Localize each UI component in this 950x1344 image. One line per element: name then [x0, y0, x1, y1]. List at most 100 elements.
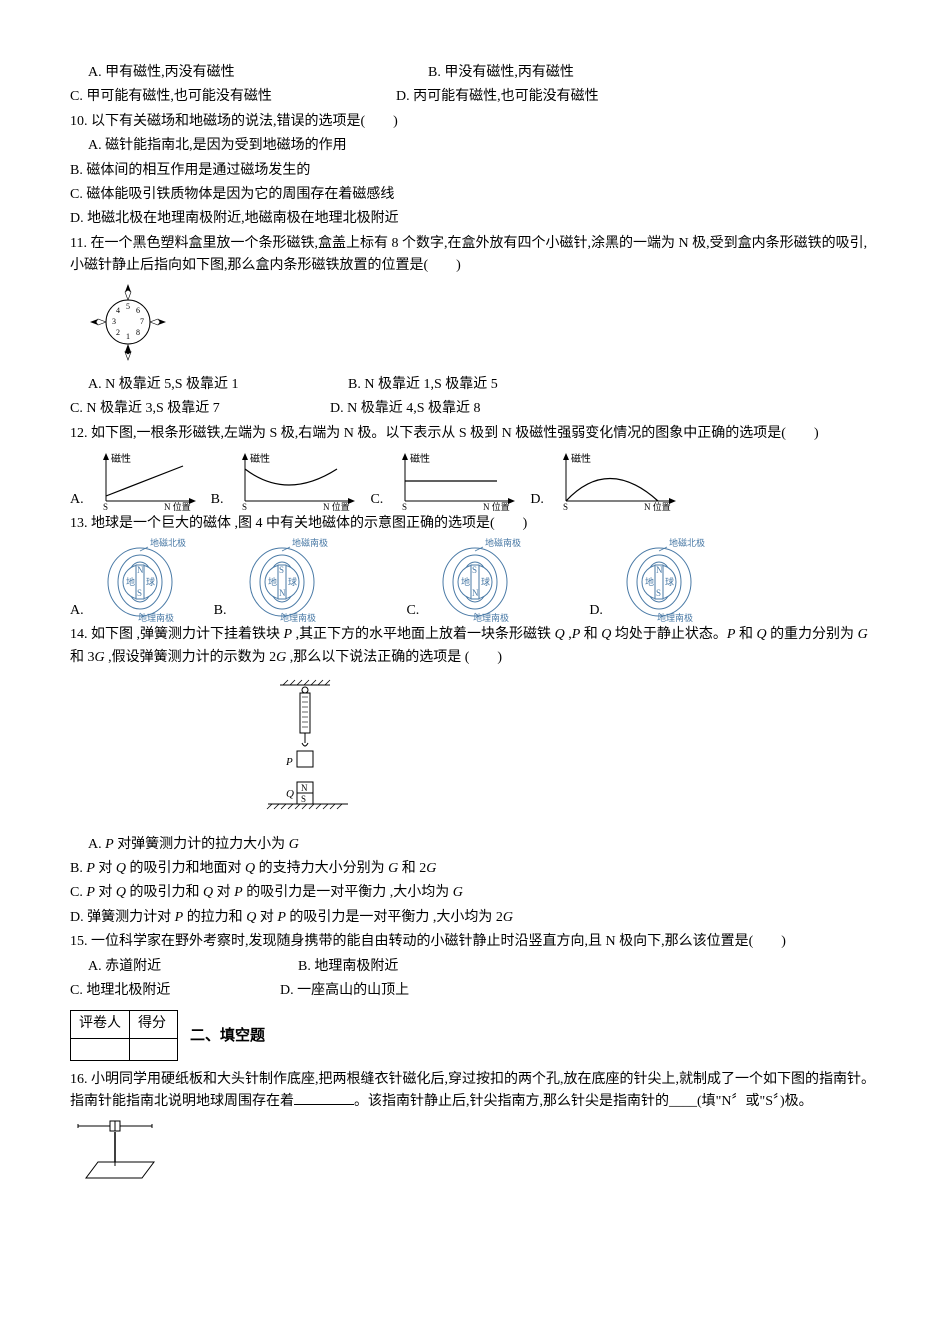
- needle-top: [125, 284, 131, 300]
- svg-text:地理南极: 地理南极: [657, 612, 693, 622]
- q10-optA: A. 磁针能指南北,是因为受到地磁场的作用: [70, 135, 880, 157]
- q12-optD: D. 磁性 S N 位置: [530, 451, 683, 511]
- q13-diagC: 地磁南极 S N 地 球 地理南极: [425, 537, 525, 622]
- svg-text:S: S: [301, 794, 306, 804]
- svg-text:N: N: [656, 565, 663, 575]
- q15-optD: D. 一座高山的山顶上: [280, 980, 409, 1002]
- blank-field: [294, 1091, 354, 1105]
- num2: 2: [116, 328, 120, 337]
- svg-text:S: S: [472, 565, 477, 575]
- q13-optA: A. 地磁北极 N S 地 球 地理南极: [70, 537, 190, 622]
- num1: 1: [126, 332, 130, 341]
- q12-optB: B. 磁性 S N 位置: [211, 451, 363, 511]
- q14-optD: D. 弹簧测力计对 P 的拉力和 Q 对 P 的吸引力是一对平衡力 ,大小均为 …: [70, 907, 880, 929]
- q15-optB: B. 地理南极附近: [298, 956, 398, 978]
- svg-text:地磁北极: 地磁北极: [669, 537, 705, 548]
- q12-optC: C. 磁性 S N 位置: [370, 451, 522, 511]
- q11-row2: C. N 极靠近 3,S 极靠近 7 D. N 极靠近 4,S 极靠近 8: [70, 398, 880, 420]
- q14-stem: 14. 如下图 ,弹簧测力计下挂着铁块 P ,其正下方的水平地面上放着一块条形磁…: [70, 624, 880, 669]
- q13-optB: B. 地磁南极 S N 地 球 地理南极: [214, 537, 333, 622]
- svg-text:S: S: [103, 502, 108, 511]
- svg-text:磁性: 磁性: [111, 452, 131, 465]
- svg-text:地理南极: 地理南极: [280, 612, 316, 622]
- q13-stem: 13. 地球是一个巨大的磁体 ,图 4 中有关地磁体的示意图正确的选项是( ): [70, 513, 880, 535]
- svg-text:磁性: 磁性: [571, 452, 591, 465]
- q10-optB: B. 磁体间的相互作用是通过磁场发生的: [70, 160, 880, 182]
- q12-options: A. 磁性 S N 位置 B. 磁性 S N 位置 C.: [70, 451, 880, 511]
- q15-stem: 15. 一位科学家在野外考察时,发现随身携带的能自由转动的小磁针静止时沿竖直方向…: [70, 931, 880, 953]
- q10-optC: C. 磁体能吸引铁质物体是因为它的周围存在着磁感线: [70, 184, 880, 206]
- svg-text:地磁南极: 地磁南极: [292, 537, 328, 548]
- q9-optA: A. 甲有磁性,丙没有磁性: [88, 62, 428, 84]
- q13-diagB: 地磁南极 S N 地 球 地理南极: [232, 537, 332, 622]
- q16-stem: 16. 小明同学用硬纸板和大头针制作底座,把两根缝衣针磁化后,穿过按扣的两个孔,…: [70, 1069, 880, 1114]
- q12-chartC: 磁性 S N 位置: [387, 451, 522, 511]
- svg-text:S: S: [402, 502, 407, 511]
- q9-optB: B. 甲没有磁性,丙有磁性: [428, 62, 574, 84]
- svg-text:磁性: 磁性: [410, 452, 430, 465]
- q15-optC: C. 地理北极附近: [70, 980, 280, 1002]
- q12-chartB: 磁性 S N 位置: [227, 451, 362, 511]
- q11-optC: C. N 极靠近 3,S 极靠近 7: [70, 398, 330, 420]
- q13-optC: C. 地磁南极 S N 地 球 地理南极: [406, 537, 525, 622]
- section-title: 二、填空题: [190, 1024, 265, 1048]
- svg-text:地磁北极: 地磁北极: [150, 537, 186, 548]
- svg-text:N 位置: N 位置: [323, 501, 350, 511]
- needle-left: [90, 319, 106, 325]
- num3: 3: [112, 317, 116, 326]
- q11-stem: 11. 在一个黑色塑料盒里放一个条形磁铁,盒盖上标有 8 个数字,在盒外放有四个…: [70, 233, 880, 278]
- svg-text:磁性: 磁性: [250, 452, 270, 465]
- q14-optC: C. P 对 Q 的吸引力和 Q 对 P 的吸引力是一对平衡力 ,大小均为 G: [70, 882, 880, 904]
- svg-text:S: S: [563, 502, 568, 511]
- q14-optB: B. P 对 Q 的吸引力和地面对 Q 的支持力大小分别为 G 和 2G: [70, 858, 880, 880]
- svg-text:S: S: [656, 588, 661, 598]
- q13-optD: D. 地磁北极 N S 地 球 地理南极: [589, 537, 709, 622]
- svg-text:地: 地: [126, 576, 135, 587]
- q9-row1: A. 甲有磁性,丙没有磁性 B. 甲没有磁性,丙有磁性: [70, 62, 880, 84]
- q13-diagD: 地磁北极 N S 地 球 地理南极: [609, 537, 709, 622]
- q9-optD: D. 丙可能有磁性,也可能没有磁性: [396, 86, 599, 108]
- svg-text:P: P: [285, 756, 293, 768]
- num6: 6: [136, 306, 140, 315]
- svg-text:地: 地: [461, 576, 470, 587]
- svg-text:地磁南极: 地磁南极: [485, 537, 521, 548]
- svg-text:N 位置: N 位置: [644, 501, 671, 511]
- svg-text:S: S: [242, 502, 247, 511]
- svg-text:S: S: [279, 565, 284, 575]
- q9-optC: C. 甲可能有磁性,也可能没有磁性: [70, 86, 396, 108]
- svg-text:球: 球: [288, 576, 297, 587]
- svg-text:地理南极: 地理南极: [138, 612, 174, 622]
- q9-row2: C. 甲可能有磁性,也可能没有磁性 D. 丙可能有磁性,也可能没有磁性: [70, 86, 880, 108]
- score-h1: 评卷人: [71, 1011, 130, 1038]
- svg-text:N: N: [137, 565, 144, 575]
- q11-optB: B. N 极靠近 1,S 极靠近 5: [348, 374, 498, 396]
- needle-bottom: [125, 344, 131, 360]
- q11-diagram: 5 6 7 8 1 2 3 4: [88, 282, 880, 370]
- q10-optD: D. 地磁北极在地理南极附近,地磁南极在地理北极附近: [70, 208, 880, 230]
- score-table: 评卷人 得分: [70, 1010, 178, 1060]
- num8: 8: [136, 328, 140, 337]
- section-row: 评卷人 得分 二、填空题: [70, 1004, 880, 1066]
- svg-text:Q: Q: [286, 788, 294, 800]
- q14-diagram: P N S Q: [250, 677, 880, 825]
- q11-optA: A. N 极靠近 5,S 极靠近 1: [88, 374, 348, 396]
- svg-text:球: 球: [665, 576, 674, 587]
- q14-optA: A. P 对弹簧测力计的拉力大小为 G: [70, 834, 880, 856]
- q15-optA: A. 赤道附近: [88, 956, 298, 978]
- q16-diagram: [70, 1116, 880, 1199]
- q12-optA: A. 磁性 S N 位置: [70, 451, 203, 511]
- svg-text:地理南极: 地理南极: [473, 612, 509, 622]
- q15-row1: A. 赤道附近 B. 地理南极附近: [70, 956, 880, 978]
- q11-row1: A. N 极靠近 5,S 极靠近 1 B. N 极靠近 1,S 极靠近 5: [70, 374, 880, 396]
- q15-row2: C. 地理北极附近 D. 一座高山的山顶上: [70, 980, 880, 1002]
- q11-optD: D. N 极靠近 4,S 极靠近 8: [330, 398, 481, 420]
- svg-text:球: 球: [481, 576, 490, 587]
- num4: 4: [116, 306, 120, 315]
- svg-text:球: 球: [146, 576, 155, 587]
- q12-chartD: 磁性 S N 位置: [548, 451, 683, 511]
- needle-right: [150, 319, 166, 325]
- q13-diagA: 地磁北极 N S 地 球 地理南极: [90, 537, 190, 622]
- svg-text:N: N: [472, 588, 479, 598]
- q10-stem: 10. 以下有关磁场和地磁场的说法,错误的选项是( ): [70, 111, 880, 133]
- svg-text:地: 地: [645, 576, 654, 587]
